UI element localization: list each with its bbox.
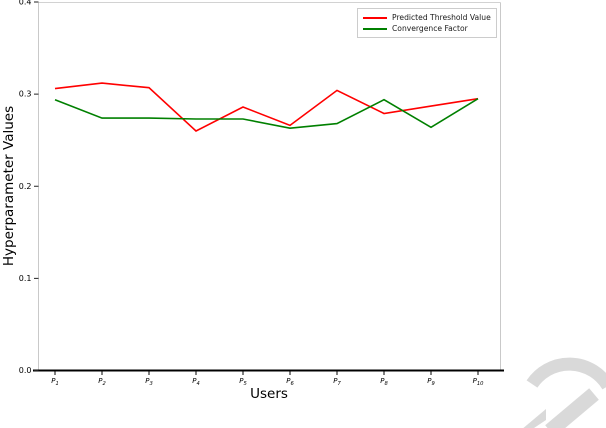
x-tick-label: P10: [473, 377, 485, 387]
y-tick-label: 0.1: [19, 274, 32, 283]
legend: Predicted Threshold Value Convergence Fa…: [357, 8, 497, 38]
legend-item-convergence-factor: Convergence Factor: [363, 24, 491, 33]
x-tick-label: P1: [51, 377, 59, 387]
series-line-predicted-threshold-value: [54, 82, 479, 132]
x-tick-label: P9: [427, 377, 435, 387]
y-tick-label: 0.0: [19, 366, 32, 375]
legend-label: Predicted Threshold Value: [392, 13, 491, 22]
x-axis-label: Users: [250, 386, 288, 402]
x-tick-label: P3: [145, 377, 153, 387]
red-line-swatch: [363, 16, 387, 19]
legend-item-predicted-threshold: Predicted Threshold Value: [363, 13, 491, 22]
x-tick-label: P6: [286, 377, 294, 387]
x-tick-label: P8: [380, 377, 388, 387]
x-tick-label: P7: [333, 377, 341, 387]
green-line-swatch: [363, 27, 387, 30]
y-tick-label: 0.4: [19, 0, 32, 7]
series-line-convergence-factor: [54, 98, 479, 130]
x-tick-label: P2: [98, 377, 106, 387]
legend-label: Convergence Factor: [392, 24, 468, 33]
x-tick-label: P5: [239, 377, 247, 387]
y-tick-label: 0.3: [19, 90, 32, 99]
x-tick-label: P4: [192, 377, 200, 387]
y-axis-label: Hyperparameter Values: [1, 105, 17, 267]
y-tick-label: 0.2: [19, 182, 32, 191]
